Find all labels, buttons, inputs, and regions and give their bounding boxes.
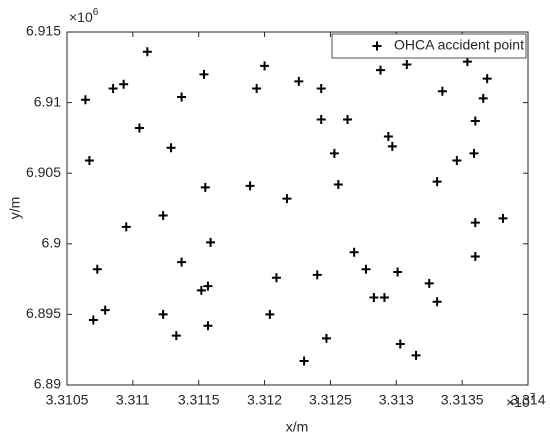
point xyxy=(252,83,262,93)
legend-marker xyxy=(372,41,382,51)
point xyxy=(432,177,442,187)
point xyxy=(329,148,339,158)
point xyxy=(206,237,216,247)
x-tick-label: 3.314 xyxy=(510,392,545,408)
point xyxy=(470,116,480,126)
point xyxy=(375,65,385,75)
point xyxy=(171,331,181,341)
point xyxy=(108,83,118,93)
point xyxy=(200,182,210,192)
point xyxy=(199,69,209,79)
y-tick-label: 6.89 xyxy=(34,376,61,392)
y-tick-label: 6.91 xyxy=(34,93,61,109)
point xyxy=(245,181,255,191)
point xyxy=(478,93,488,103)
point xyxy=(361,264,371,274)
point xyxy=(203,321,213,331)
point xyxy=(470,218,480,228)
y-tick-label: 6.9 xyxy=(42,235,62,251)
x-axis-label: x/m xyxy=(286,419,309,435)
point xyxy=(383,131,393,141)
x-tick-label: 3.312 xyxy=(247,392,282,408)
x-multiplier: ×107 xyxy=(506,392,536,410)
y-multiplier-base: ×10 xyxy=(69,9,93,25)
point xyxy=(395,339,405,349)
point xyxy=(121,222,131,232)
point xyxy=(282,194,292,204)
point xyxy=(379,292,389,302)
point xyxy=(402,59,412,69)
y-axis-label: y/m xyxy=(7,197,23,220)
point xyxy=(452,155,462,165)
point xyxy=(196,285,206,295)
point xyxy=(294,76,304,86)
y-tick-label: 6.895 xyxy=(26,305,61,321)
point xyxy=(271,273,281,283)
x-tick-label: 3.3105 xyxy=(46,392,89,408)
point xyxy=(411,350,421,360)
point xyxy=(166,143,176,153)
point xyxy=(349,247,359,257)
x-tick-label: 3.3125 xyxy=(309,392,352,408)
point xyxy=(393,267,403,277)
point xyxy=(84,155,94,165)
legend-box xyxy=(331,33,527,59)
point xyxy=(498,213,508,223)
point xyxy=(321,333,331,343)
plot-frame xyxy=(66,31,529,386)
point xyxy=(469,148,479,158)
point xyxy=(260,61,270,71)
point xyxy=(80,95,90,105)
point xyxy=(387,141,397,151)
point xyxy=(134,123,144,133)
point xyxy=(437,86,447,96)
point xyxy=(177,257,187,267)
x-multiplier-exponent: 7 xyxy=(530,392,536,403)
point xyxy=(333,179,343,189)
x-tick-label: 3.3115 xyxy=(178,392,220,408)
x-tick-label: 3.311 xyxy=(116,392,150,408)
y-multiplier-exponent: 6 xyxy=(93,7,99,18)
point xyxy=(92,264,102,274)
point xyxy=(299,356,309,366)
point xyxy=(316,83,326,93)
y-multiplier: ×106 xyxy=(69,7,99,25)
x-tick-label: 3.3135 xyxy=(441,392,484,408)
x-tick-label: 3.313 xyxy=(379,392,414,408)
point xyxy=(316,115,326,125)
point xyxy=(432,297,442,307)
y-tick-label: 6.915 xyxy=(26,23,61,39)
point xyxy=(462,57,472,67)
y-tick-label: 6.905 xyxy=(26,164,61,180)
point xyxy=(424,278,434,288)
point xyxy=(343,115,353,125)
x-multiplier-base: ×10 xyxy=(506,394,530,410)
point xyxy=(158,211,168,221)
point xyxy=(312,270,322,280)
point xyxy=(482,74,492,84)
point xyxy=(100,305,110,315)
point xyxy=(158,309,168,319)
point xyxy=(369,292,379,302)
point xyxy=(142,47,152,57)
legend: OHCA accident point xyxy=(331,33,527,59)
point xyxy=(119,79,129,89)
point xyxy=(177,92,187,102)
point xyxy=(203,281,213,291)
legend-label: OHCA accident point xyxy=(394,37,524,53)
point xyxy=(470,252,480,262)
point xyxy=(265,309,275,319)
point xyxy=(88,315,98,325)
